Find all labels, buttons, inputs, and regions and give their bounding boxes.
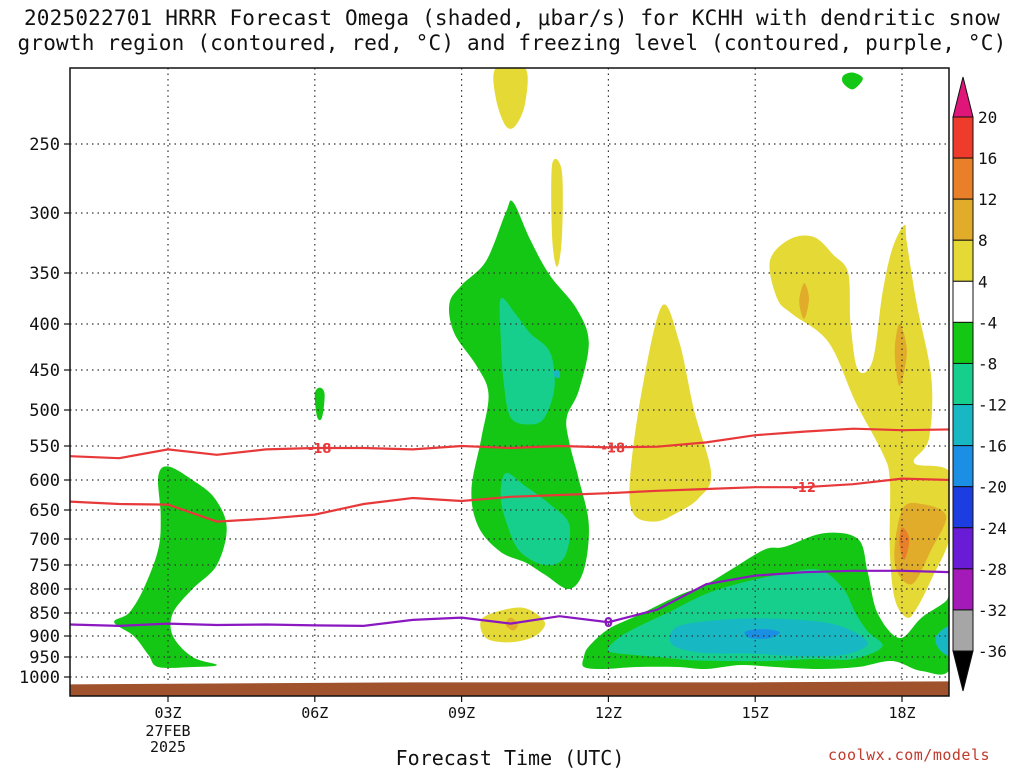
plot-frame	[69, 67, 950, 697]
y-tick-label-300: 300	[29, 204, 60, 224]
colorbar-label-11: -28	[978, 560, 1007, 579]
colorbar-bin-11	[952, 527, 974, 570]
contour-line-2	[70, 569, 949, 628]
y-tick-label-600: 600	[29, 471, 60, 491]
x-tick-label-18Z: 18Z	[888, 704, 915, 722]
omega-region-21	[935, 626, 949, 656]
y-tick-label-900: 900	[29, 627, 60, 647]
contour-line-1	[70, 477, 949, 523]
colorbar-bin-5	[952, 280, 974, 323]
omega-region-16	[899, 527, 910, 560]
x-tick-label-06Z: 06Z	[301, 704, 328, 722]
y-tick-label-350: 350	[29, 264, 60, 284]
x-tick-sublabel-1: 2025	[150, 738, 186, 756]
colorbar-bin-12	[952, 568, 974, 611]
y-tick-label-550: 550	[29, 437, 60, 457]
omega-region-7	[554, 369, 561, 379]
contour-line-0	[70, 427, 949, 460]
colorbar-label-5: -4	[978, 313, 997, 332]
y-tick-label-1000: 1000	[19, 668, 60, 688]
colorbar-label-9: -20	[978, 478, 1007, 497]
chart-title: 2025022701 HRRR Forecast Omega (shaded, …	[0, 6, 1024, 56]
colorbar-bin-10	[952, 486, 974, 529]
colorbar-label-7: -12	[978, 396, 1007, 415]
y-tick-label-800: 800	[29, 580, 60, 600]
colorbar-bin-3	[952, 198, 974, 241]
omega-region-15	[894, 502, 947, 585]
colorbar-bin-2	[952, 157, 974, 200]
colorbar: 20 16 12 8 4 -4 -8 -12 -16 -20 -24 -28 -32 -36	[952, 76, 1007, 692]
ground-layer	[70, 681, 949, 696]
colorbar-label-6: -8	[978, 354, 997, 373]
title-line-2: growth region (contoured, red, °C) and f…	[17, 31, 1007, 55]
colorbar-label-8: -16	[978, 437, 1007, 456]
y-tick-label-650: 650	[29, 501, 60, 521]
y-tick-label-700: 700	[29, 530, 60, 550]
colorbar-label-1: 16	[978, 149, 997, 168]
shaded-omega-regions	[114, 68, 949, 675]
x-axis-label: Forecast Time (UTC)	[395, 746, 625, 770]
omega-region-8	[629, 304, 712, 522]
contour-label-0-1: -18	[602, 441, 626, 456]
y-tick-label-500: 500	[29, 401, 60, 421]
colorbar-label-10: -24	[978, 519, 1007, 538]
colorbar-label-3: 8	[978, 231, 988, 250]
y-tick-label-400: 400	[29, 315, 60, 335]
colorbar-bin-1	[952, 116, 974, 159]
y-tick-label-250: 250	[29, 135, 60, 155]
omega-region-3	[314, 387, 325, 421]
contour-lines: -18 -18 -12 0	[70, 427, 949, 631]
omega-region-11	[114, 466, 227, 668]
colorbar-label-13: -36	[978, 642, 1007, 661]
colorbar-label-4: 4	[978, 272, 988, 291]
omega-region-5	[499, 297, 555, 425]
y-axis: 250 300 350 400 450 500 550 600 650 700 750 800 850 9…	[19, 135, 70, 688]
colorbar-bin-13	[952, 609, 974, 652]
colorbar-bin-9	[952, 445, 974, 488]
ground-fill	[70, 681, 949, 696]
x-tick-label-15Z: 15Z	[742, 704, 769, 722]
x-tick-label-03Z: 03Z	[154, 704, 181, 722]
omega-region-0	[493, 68, 528, 129]
x-tick-label-12Z: 12Z	[595, 704, 622, 722]
y-tick-label-850: 850	[29, 604, 60, 624]
omega-region-1	[842, 72, 863, 90]
title-line-1: 2025022701 HRRR Forecast Omega (shaded, …	[23, 6, 1001, 30]
y-tick-label-450: 450	[29, 361, 60, 381]
contour-label-0-0: -18	[308, 442, 332, 457]
omega-region-13	[799, 283, 809, 319]
colorbar-label-12: -32	[978, 601, 1007, 620]
colorbar-label-2: 12	[978, 190, 997, 209]
y-tick-label-750: 750	[29, 556, 60, 576]
contour-label-2-0: 0	[604, 616, 613, 631]
colorbar-top-triangle	[952, 76, 974, 118]
omega-region-14	[894, 324, 907, 386]
grid-lines	[70, 68, 949, 696]
colorbar-bin-8	[952, 404, 974, 447]
colorbar-label-0: 20	[978, 108, 997, 127]
omega-region-2	[551, 158, 563, 267]
y-tick-label-950: 950	[29, 648, 60, 668]
colorbar-bin-6	[952, 321, 974, 364]
colorbar-bin-4	[952, 239, 974, 282]
colorbar-bottom-triangle	[952, 650, 974, 692]
x-tick-label-09Z: 09Z	[448, 704, 475, 722]
contour-label-1-0: -12	[792, 481, 816, 496]
x-tick-sublabel-0: 27FEB	[145, 722, 190, 740]
colorbar-bin-7	[952, 362, 974, 406]
credit-text: coolwx.com/models	[828, 746, 991, 764]
